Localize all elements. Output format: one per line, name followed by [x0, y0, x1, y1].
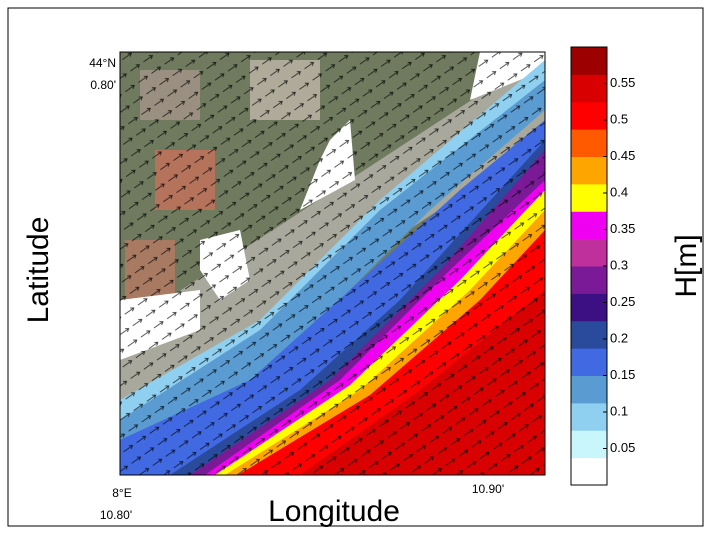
lon-deg: 8°E	[112, 486, 131, 500]
colorbar-tick-label: 0.3	[610, 257, 628, 272]
x-axis-label: Longitude	[268, 495, 400, 528]
colorbar-tick-label: 0.2	[610, 330, 628, 345]
colorbar-band	[571, 266, 607, 294]
colorbar-band	[571, 293, 607, 321]
colorbar-label: H[m]	[670, 234, 703, 297]
lon-right-min: 10.90'	[472, 482, 504, 496]
colorbar-band	[571, 321, 607, 349]
map-area	[120, 52, 545, 475]
colorbar-tick-label: 0.15	[610, 367, 635, 382]
colorbar-band	[571, 430, 607, 458]
colorbar-band	[571, 348, 607, 376]
y-axis-label: Latitude	[22, 217, 55, 324]
lon-min: 10.80'	[100, 508, 132, 522]
colorbar: 0.05 0.1 0.15 0.2 0.25 0.3 0.35 0.4 0.45 0.5 0.55	[571, 47, 635, 486]
figure: 44°N 0.80' 8°E 10.80' 10.90' Longitude L…	[0, 0, 711, 534]
colorbar-tick-label: 0.1	[610, 403, 628, 418]
colorbar-band	[571, 239, 607, 267]
colorbar-band	[571, 403, 607, 431]
colorbar-tick-label: 0.4	[610, 184, 628, 199]
colorbar-tick-label: 0.5	[610, 111, 628, 126]
colorbar-tick-label: 0.05	[610, 440, 635, 455]
colorbar-band	[571, 184, 607, 212]
colorbar-band	[571, 157, 607, 185]
colorbar-band	[571, 458, 607, 486]
colorbar-tick-label: 0.55	[610, 75, 635, 90]
colorbar-band	[571, 129, 607, 157]
colorbar-band	[571, 47, 607, 75]
lat-deg: 44°N	[89, 56, 116, 70]
colorbar-tick-label: 0.25	[610, 294, 635, 309]
colorbar-band	[571, 211, 607, 239]
colorbar-tick-label: 0.35	[610, 221, 635, 236]
colorbar-band	[571, 74, 607, 102]
colorbar-band	[571, 376, 607, 404]
colorbar-tick-label: 0.45	[610, 148, 635, 163]
colorbar-band	[571, 102, 607, 130]
lat-min: 0.80'	[90, 78, 116, 92]
